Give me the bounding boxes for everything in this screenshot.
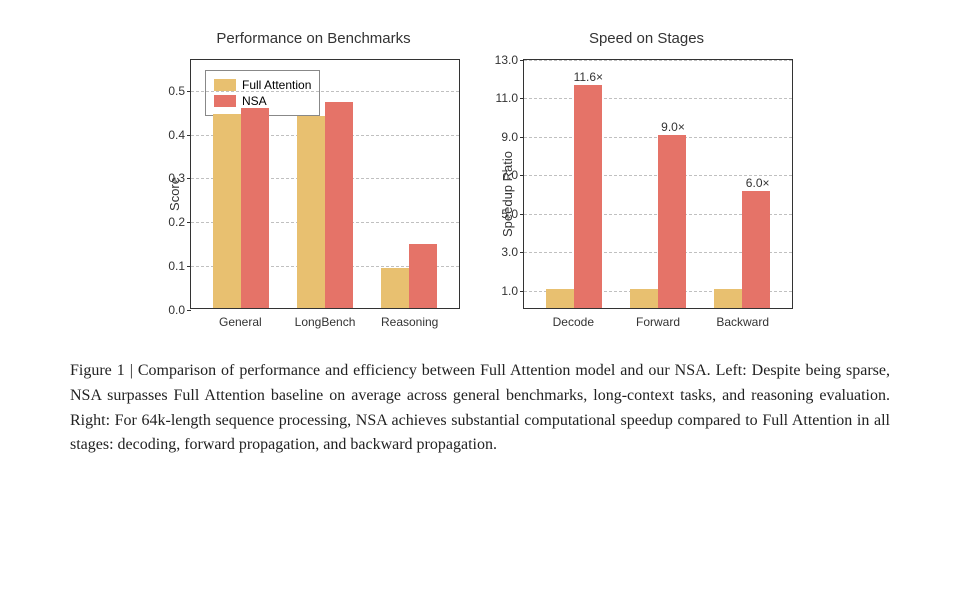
left-chart: Performance on Benchmarks Score Full Att…	[167, 30, 460, 329]
value-label: 11.6×	[574, 70, 603, 84]
bar	[409, 244, 437, 308]
caption-lead: Figure 1 |	[70, 362, 138, 379]
ytick-label: 0.5	[168, 84, 185, 98]
ytick-label: 13.0	[495, 53, 518, 67]
bar	[297, 116, 325, 308]
ytick-label: 1.0	[501, 284, 518, 298]
bar-group	[546, 85, 602, 308]
right-ylabel: Speedup Ratio	[500, 151, 515, 237]
bar-group	[213, 108, 269, 308]
xtick-label: Backward	[700, 315, 785, 329]
xtick-label: Decode	[531, 315, 616, 329]
ytick-label: 9.0	[501, 130, 518, 144]
figure-caption: Figure 1 | Comparison of performance and…	[70, 359, 890, 458]
bars-container	[191, 60, 459, 308]
xtick-label: Forward	[616, 315, 701, 329]
bar	[546, 289, 574, 308]
bar-group	[714, 191, 770, 308]
xtick-label: General	[198, 315, 283, 329]
ytick-label: 5.0	[501, 207, 518, 221]
ytick-label: 0.2	[168, 215, 185, 229]
bar	[742, 191, 770, 308]
ytick-label: 0.3	[168, 171, 185, 185]
ytick-label: 0.0	[168, 303, 185, 317]
right-chart: Speed on Stages Speedup Ratio 1.0 3.0 5.0 7…	[500, 30, 793, 329]
ytick-label: 7.0	[501, 168, 518, 182]
value-label: 6.0×	[746, 176, 770, 190]
left-plot-area: Full Attention NSA 0.00.10.20.30.40.5	[190, 59, 460, 309]
bar-group	[381, 244, 437, 308]
bar	[381, 268, 409, 308]
bar	[213, 114, 241, 308]
bar-group	[297, 102, 353, 308]
xtick-label: Reasoning	[367, 315, 452, 329]
right-plot-area: 1.03.05.07.09.011.013.011.6×9.0×6.0×	[523, 59, 793, 309]
bar	[658, 135, 686, 308]
bar	[325, 102, 353, 308]
ytick-label: 3.0	[501, 245, 518, 259]
charts-row: Performance on Benchmarks Score Full Att…	[70, 30, 890, 329]
bar-group	[630, 135, 686, 308]
ytick-label: 11.0	[496, 91, 518, 105]
ytick-label: 0.1	[168, 259, 185, 273]
left-xticks: GeneralLongBenchReasoning	[190, 315, 460, 329]
bar	[241, 108, 269, 308]
value-label: 9.0×	[661, 120, 685, 134]
right-chart-title: Speed on Stages	[589, 30, 704, 47]
bar	[630, 289, 658, 308]
xtick-label: LongBench	[283, 315, 368, 329]
right-xticks: DecodeForwardBackward	[523, 315, 793, 329]
bar	[574, 85, 602, 308]
ytick-label: 0.4	[168, 128, 185, 142]
left-chart-title: Performance on Benchmarks	[216, 30, 410, 47]
bar	[714, 289, 742, 308]
caption-text: Comparison of performance and efficiency…	[70, 362, 890, 453]
